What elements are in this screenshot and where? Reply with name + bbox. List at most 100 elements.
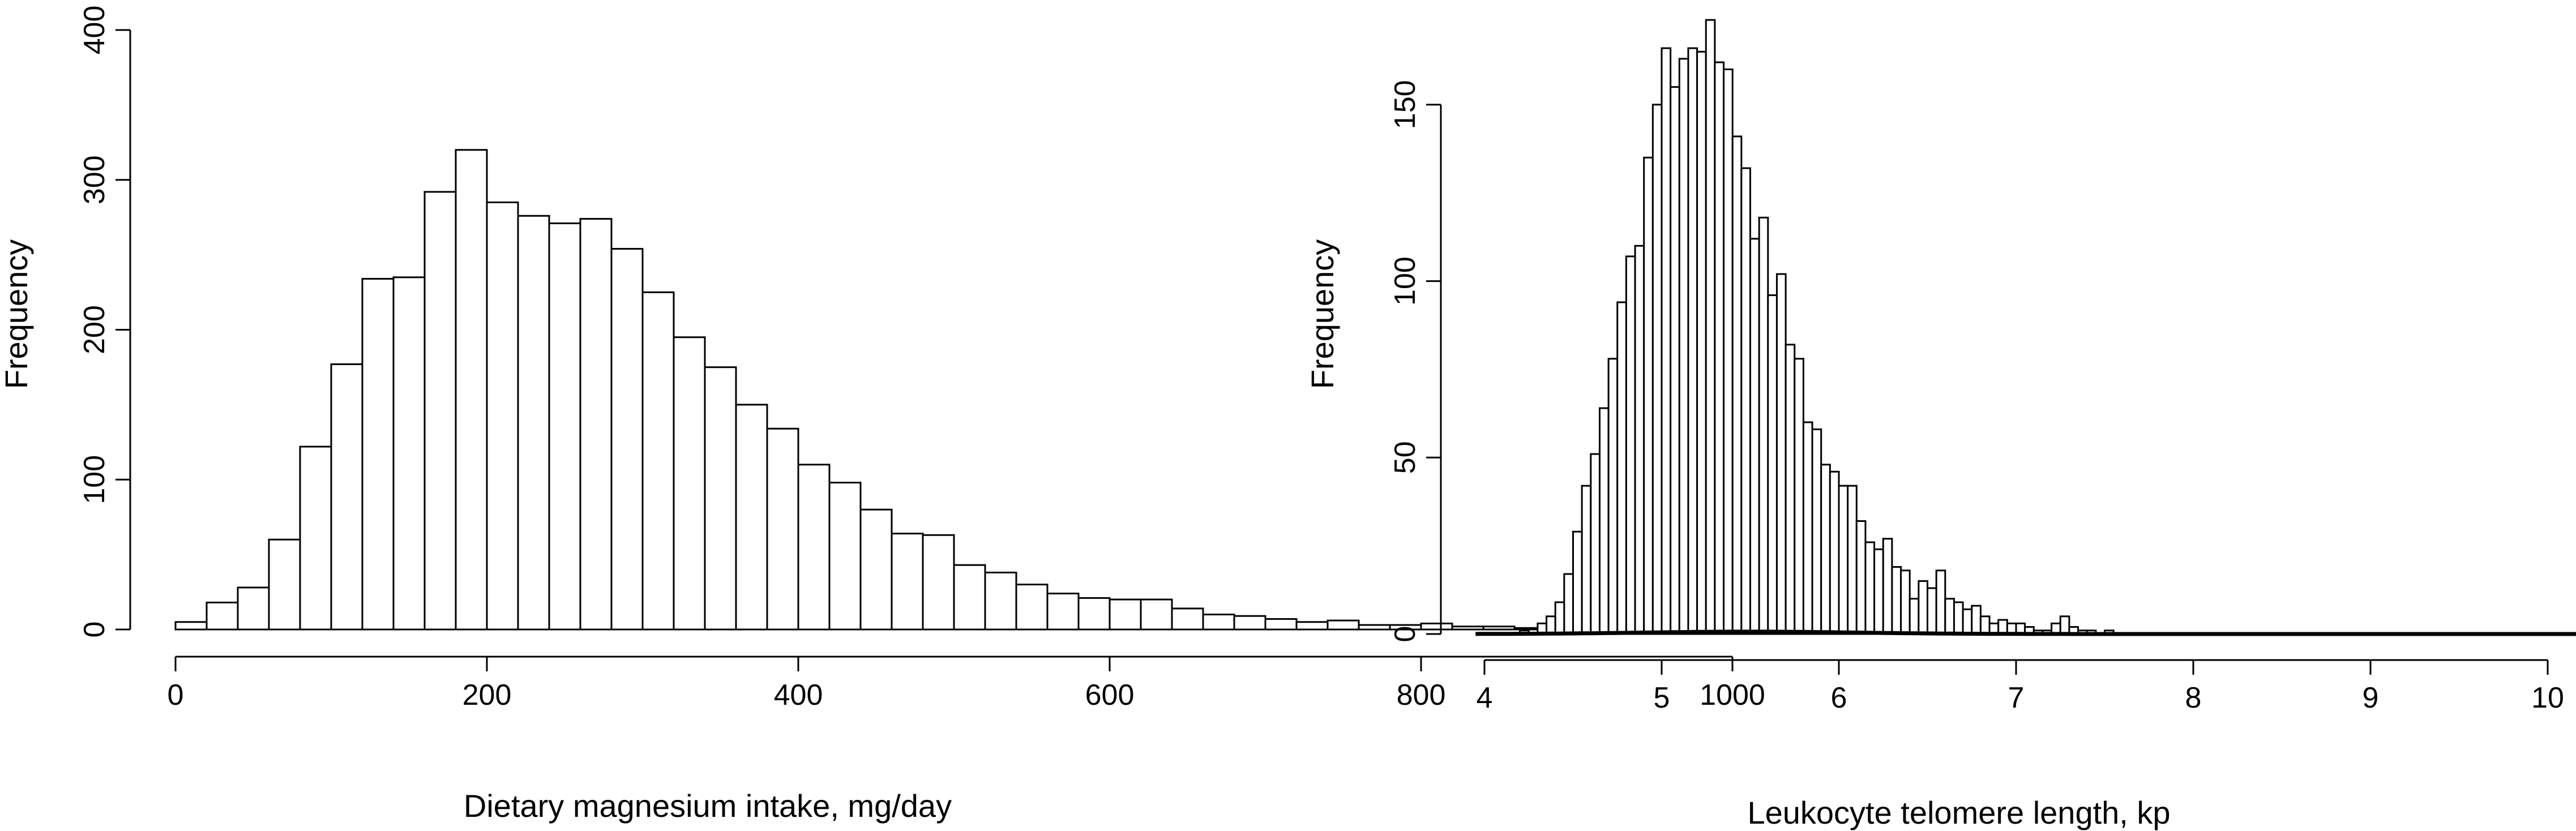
histogram-bar <box>1077 597 1111 631</box>
x-tick-label: 400 <box>774 679 823 712</box>
histogram-bar <box>953 564 986 631</box>
x-axis-title: Leukocyte telomere length, kp <box>1747 795 2170 830</box>
histogram-bar <box>1838 485 1849 635</box>
histogram-bar <box>1171 607 1204 631</box>
histogram-bar <box>735 404 768 631</box>
y-axis: 0 50 100 150 <box>1389 80 1442 642</box>
histogram-bar <box>704 366 737 631</box>
y-axis-title: Frequency <box>0 239 34 389</box>
histogram-bar <box>1696 50 1707 635</box>
x-tick-label: 600 <box>1085 679 1135 712</box>
histogram-bar <box>1581 485 1592 635</box>
histogram-bar <box>1420 622 1453 631</box>
x-tick-label: 0 <box>168 679 184 712</box>
histogram-bar <box>237 586 270 631</box>
histogram-bar <box>1882 538 1893 635</box>
histogram-bar <box>1634 245 1645 635</box>
histogram-bar <box>797 464 831 631</box>
histogram-bar <box>361 277 395 631</box>
histogram-bar <box>1546 615 1556 635</box>
histogram-bar <box>174 621 208 631</box>
histogram-bar <box>828 482 862 631</box>
x-axis: 4 5 6 7 8 9 10 <box>1477 659 2564 714</box>
x-tick-label: 800 <box>1397 679 1446 712</box>
histogram-bar <box>423 191 457 631</box>
histogram-bar <box>610 248 644 631</box>
histogram-bar <box>268 538 301 631</box>
x-tick-label: 1000 <box>1700 679 1765 712</box>
x-tick-label: 9 <box>2363 682 2379 714</box>
histogram-bar <box>1935 569 1946 635</box>
histogram-bar <box>1554 601 1565 635</box>
histogram-bar <box>1590 453 1601 635</box>
histogram-bar <box>1607 358 1619 635</box>
histogram-bar <box>1891 566 1902 635</box>
histogram-bar <box>1785 344 1796 635</box>
y-tick-label: 200 <box>78 305 111 354</box>
histogram-bar <box>1661 47 1672 635</box>
histogram-bar <box>1962 608 1973 635</box>
x-axis-title: Dietary magnesium intake, mg/day <box>464 788 952 824</box>
histogram-bar <box>206 601 239 631</box>
y-tick-label: 0 <box>78 622 111 638</box>
histogram-bar <box>1909 598 1920 635</box>
histogram-bar <box>1625 255 1636 635</box>
histogram-bars <box>1519 19 2115 635</box>
histogram-bar <box>1953 601 1964 635</box>
histogram-bar <box>1864 541 1876 635</box>
y-tick-label: 150 <box>1389 80 1422 129</box>
x-tick-label: 200 <box>463 679 512 712</box>
histogram-bar <box>1731 135 1743 635</box>
histogram-bar <box>392 276 426 631</box>
x-tick-label: 4 <box>1477 682 1493 714</box>
histogram-bar <box>1927 587 1937 635</box>
histogram-bar <box>1723 68 1734 635</box>
y-tick-label: 300 <box>78 155 111 204</box>
histogram-bar <box>1233 615 1266 631</box>
histogram-bar <box>1295 621 1329 631</box>
x-axis: 0 200 400 600 800 1000 <box>168 656 1765 712</box>
histogram-bar <box>673 336 706 631</box>
histogram-bar <box>1616 301 1627 635</box>
histogram-bar <box>1740 167 1752 635</box>
histogram-bar <box>1794 358 1804 635</box>
histogram-bar <box>1802 421 1813 635</box>
histogram-bar <box>1326 619 1360 631</box>
histogram-bar <box>1820 464 1831 635</box>
histogram-bar <box>1572 530 1583 635</box>
histogram-bar <box>1046 592 1080 631</box>
y-axis-title: Frequency <box>1304 239 1340 389</box>
histogram-bar <box>1811 428 1822 635</box>
histogram-bar <box>891 533 924 631</box>
histogram-bar <box>1563 573 1574 635</box>
histogram-bar <box>1109 598 1142 631</box>
histogram-bar <box>1264 618 1298 631</box>
histogram-bar <box>299 446 332 631</box>
x-tick-label: 5 <box>1654 682 1670 714</box>
histogram-bar <box>641 291 675 631</box>
histogram-bar <box>1598 407 1610 635</box>
histogram-bar <box>859 508 893 631</box>
histogram-bar <box>922 534 955 631</box>
histogram-bar <box>455 149 488 631</box>
histogram-bar <box>517 215 550 631</box>
histogram-bar <box>2059 615 2070 635</box>
histogram-bar <box>1829 470 1840 635</box>
histogram-bar <box>330 363 363 631</box>
histogram-bar <box>1775 273 1787 635</box>
histogram-bar <box>1358 624 1391 631</box>
histogram-bar <box>1015 584 1049 631</box>
histogram-telomere: 0 50 100 150 4 5 6 7 8 9 10 Leukocyte telomere le… <box>1304 19 2576 830</box>
histogram-bar <box>1140 598 1173 631</box>
histogram-bar <box>1714 61 1725 635</box>
histogram-bar <box>1749 238 1760 635</box>
histogram-bar <box>1944 598 1955 635</box>
histogram-bar <box>579 218 613 631</box>
y-axis: 0 100 200 300 400 <box>78 6 131 638</box>
histogram-bar <box>1451 626 1484 631</box>
histogram-bar <box>1482 626 1516 631</box>
histogram-bar <box>1855 520 1867 635</box>
histogram-bar <box>1847 485 1858 635</box>
